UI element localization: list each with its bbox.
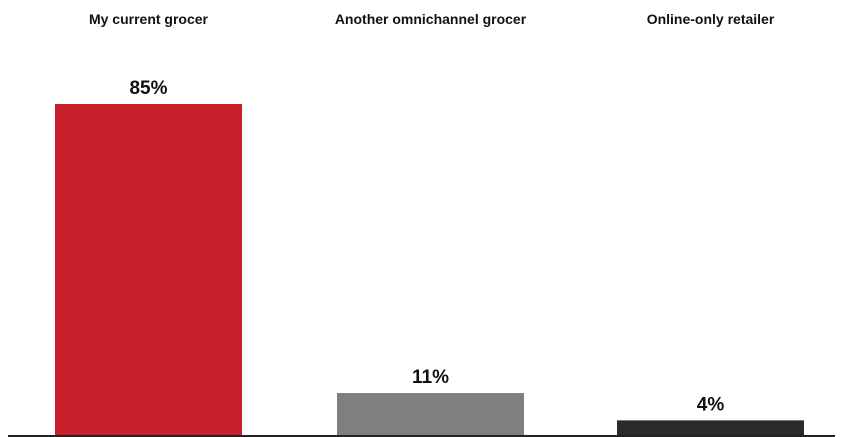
bar-online-only-retailer bbox=[617, 420, 804, 436]
value-label-online-only-retailer: 4% bbox=[697, 394, 725, 415]
value-label-another-omnichannel-grocer: 11% bbox=[412, 367, 449, 388]
category-label-online-only-retailer: Online-only retailer bbox=[647, 11, 775, 27]
category-labels: My current grocer Another omnichannel gr… bbox=[89, 11, 775, 27]
bar-my-current-grocer bbox=[55, 104, 242, 436]
value-label-my-current-grocer: 85% bbox=[129, 78, 167, 99]
value-labels: 85% 11% 4% bbox=[129, 78, 724, 415]
category-label-my-current-grocer: My current grocer bbox=[89, 11, 209, 27]
bars bbox=[55, 104, 804, 436]
category-label-another-omnichannel-grocer: Another omnichannel grocer bbox=[335, 11, 527, 27]
bar-another-omnichannel-grocer bbox=[337, 393, 524, 436]
